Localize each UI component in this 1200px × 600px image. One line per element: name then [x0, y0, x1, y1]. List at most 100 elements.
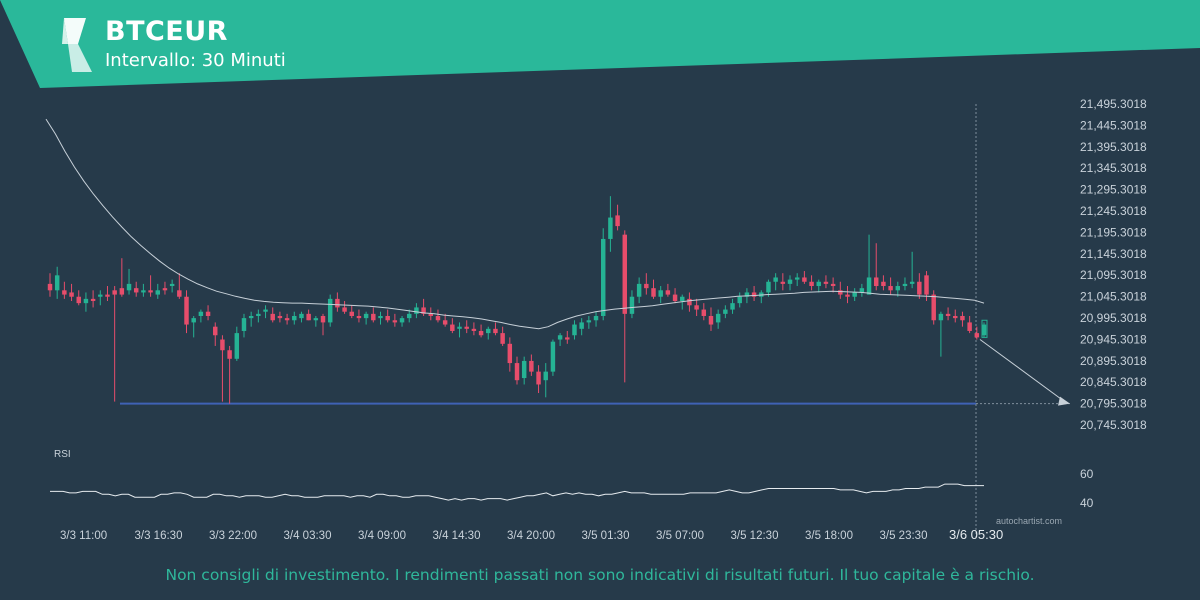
rsi-line	[50, 483, 984, 501]
candle	[874, 243, 879, 291]
candle	[47, 273, 53, 297]
candle-body	[809, 281, 814, 287]
candle	[399, 315, 405, 327]
candle-body	[629, 296, 635, 314]
candle-body	[342, 307, 347, 312]
candle	[794, 273, 800, 287]
candle	[866, 234, 872, 295]
candle	[507, 337, 513, 372]
candle-body	[54, 275, 60, 291]
candle-body	[766, 281, 771, 293]
candle-body	[241, 318, 247, 331]
candle	[938, 311, 944, 357]
risk-disclaimer: Non consigli di investimento. I rendimen…	[165, 566, 1035, 584]
candle	[98, 290, 103, 306]
candle	[248, 311, 254, 327]
price-tick-label: 21,145.3018	[1080, 247, 1147, 261]
candle-body	[155, 290, 160, 295]
header-banner	[0, 0, 1200, 88]
candle	[155, 283, 160, 299]
candle-body	[306, 313, 311, 321]
candle-body	[715, 313, 721, 323]
candle-body	[98, 294, 103, 297]
candle-body	[874, 277, 879, 287]
candle	[845, 286, 850, 304]
candle-body	[737, 296, 742, 304]
candle	[823, 275, 829, 289]
candle-body	[615, 215, 620, 227]
candle	[565, 330, 570, 344]
candle-body	[665, 290, 671, 295]
candle-body	[550, 341, 556, 372]
candle-body	[917, 281, 922, 295]
candle-body	[421, 307, 426, 314]
candle-body	[622, 234, 627, 314]
candle	[838, 281, 843, 299]
candle-body	[133, 288, 139, 293]
candle-body	[507, 343, 513, 364]
time-tick-label: 3/3 11:00	[60, 530, 107, 542]
candle	[162, 281, 168, 295]
candle	[335, 292, 340, 312]
candle	[651, 279, 656, 299]
price-tick-label: 20,795.3018	[1080, 397, 1147, 411]
candle	[917, 273, 922, 299]
candle	[809, 275, 814, 291]
candle	[385, 309, 390, 323]
candle	[471, 322, 477, 336]
price-tick-label: 21,345.3018	[1080, 161, 1147, 175]
candle-body	[227, 350, 232, 359]
candle	[787, 275, 793, 291]
candle	[600, 228, 606, 321]
candle	[715, 309, 721, 329]
candle-body	[435, 315, 441, 321]
candle	[586, 315, 592, 329]
candle	[687, 292, 692, 312]
candle	[751, 286, 757, 302]
candle	[974, 326, 980, 340]
candle	[629, 290, 635, 319]
candle	[148, 275, 153, 297]
time-tick-label: 3/4 20:00	[507, 530, 555, 542]
candle	[349, 305, 354, 319]
candle	[593, 311, 599, 327]
candle-body	[407, 313, 412, 319]
candle-body	[953, 315, 958, 319]
price-tick-label: 21,045.3018	[1080, 290, 1147, 304]
moving-average-line	[45, 118, 985, 330]
candle-body	[529, 360, 534, 372]
candle-body	[313, 318, 319, 321]
candle-body	[349, 311, 354, 316]
candle-body	[356, 315, 362, 319]
price-tick-label: 20,845.3018	[1080, 375, 1147, 389]
candle-body	[730, 303, 735, 310]
candle-body	[112, 290, 117, 295]
candle-body	[895, 286, 901, 291]
candle	[263, 305, 268, 319]
candle-body	[414, 307, 419, 314]
candle-body	[220, 339, 225, 351]
candle-body	[859, 288, 865, 293]
forecast-arrow-head	[1058, 396, 1070, 406]
candle-body	[76, 296, 81, 304]
candle	[636, 277, 642, 304]
price-tick-label: 20,995.3018	[1080, 311, 1147, 325]
candle-body	[658, 290, 663, 297]
price-tick-label: 21,445.3018	[1080, 118, 1147, 132]
candle-body	[442, 320, 448, 325]
candle	[500, 326, 505, 346]
candle	[133, 281, 139, 297]
price-tick-label: 20,745.3018	[1080, 418, 1147, 432]
candle-body	[471, 328, 477, 331]
candle	[608, 196, 613, 252]
candle	[184, 290, 189, 334]
candle	[112, 286, 117, 402]
candle-body	[773, 277, 778, 282]
candle-body	[708, 315, 714, 325]
candle-body	[751, 292, 757, 297]
candle-body	[83, 298, 89, 304]
candle	[694, 298, 699, 316]
candle-body	[126, 283, 132, 291]
candle	[981, 322, 987, 338]
candle	[478, 324, 484, 338]
